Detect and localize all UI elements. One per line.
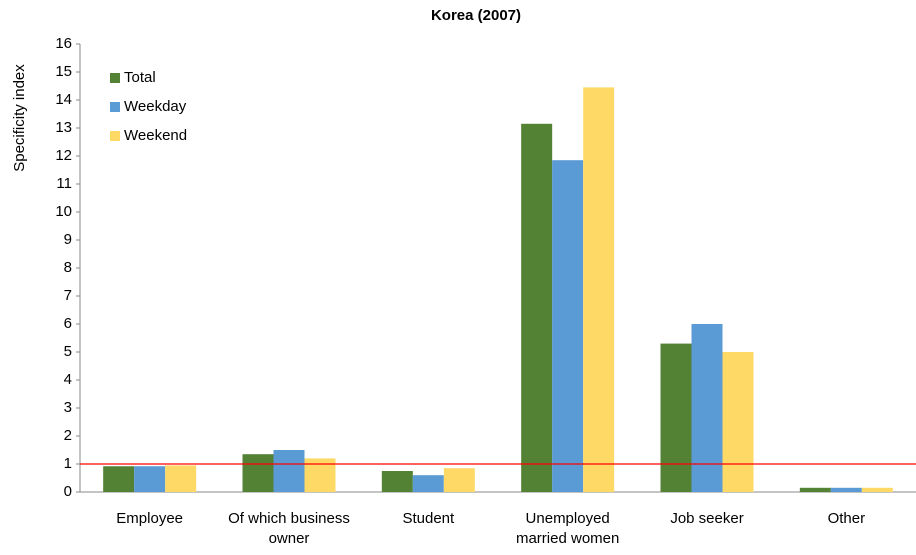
y-tick-label: 12 (55, 147, 72, 164)
y-tick-label: 9 (64, 231, 72, 248)
bar (443, 468, 475, 492)
bar (660, 343, 692, 492)
bar (830, 487, 862, 492)
y-tick-label: 4 (64, 371, 72, 388)
bar (103, 466, 135, 492)
x-tick-label: Student (402, 510, 455, 527)
legend-label: Weekday (124, 98, 187, 115)
legend-swatch (110, 73, 120, 83)
y-tick-label: 7 (64, 287, 72, 304)
x-tick-label: Unemployed married women (515, 510, 620, 547)
legend-swatch (110, 131, 120, 141)
legend-label: Weekend (124, 127, 187, 144)
x-tick-label: Other (827, 510, 866, 527)
bar (273, 450, 305, 492)
y-tick-label: 1 (64, 455, 72, 472)
y-tick-label: 5 (64, 343, 72, 360)
y-tick-label: 10 (55, 203, 72, 220)
legend-label: Total (124, 69, 156, 86)
y-tick-label: 16 (55, 35, 72, 52)
y-axis-label: Specificity index (11, 64, 28, 172)
bar (861, 487, 893, 492)
y-tick-label: 0 (64, 483, 72, 500)
bar (583, 87, 615, 493)
y-tick-label: 13 (55, 119, 72, 136)
y-tick-label: 8 (64, 259, 72, 276)
y-tick-label: 2 (64, 427, 72, 444)
bar (691, 324, 723, 492)
bar (242, 454, 274, 492)
bar (552, 160, 584, 492)
y-tick-label: 11 (56, 175, 72, 192)
x-tick-label: Of which business owner (228, 510, 350, 547)
bar (521, 123, 553, 493)
y-tick-label: 3 (64, 399, 72, 416)
legend-swatch (110, 102, 120, 112)
bar (165, 465, 197, 492)
bar (799, 487, 831, 492)
y-tick-label: 14 (55, 91, 72, 108)
x-tick-label: Job seeker (670, 510, 744, 527)
bar (381, 471, 413, 492)
bar (722, 352, 754, 492)
x-tick-label: Employee (116, 510, 183, 527)
bar (134, 466, 166, 492)
y-tick-label: 6 (64, 315, 72, 332)
bar (412, 475, 444, 492)
y-tick-label: 15 (55, 63, 72, 80)
chart-title: Korea (2007) (431, 7, 521, 24)
